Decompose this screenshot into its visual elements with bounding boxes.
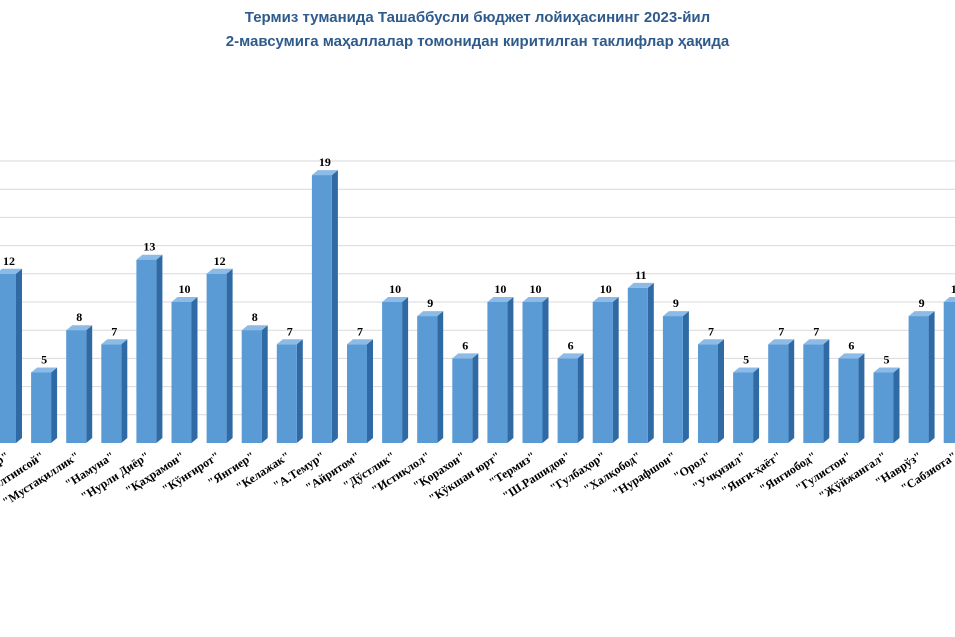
bar xyxy=(0,268,22,443)
value-label: 10 xyxy=(179,282,191,296)
chart-title: Термиз туманида Ташаббусли бюджет лойиҳа… xyxy=(244,9,711,26)
bar xyxy=(31,367,58,443)
value-label: 6 xyxy=(462,338,468,352)
value-label: 10 xyxy=(494,282,506,296)
bar xyxy=(838,353,865,443)
category-labels: Баҳор""Олтинсой""Мустақиллик""Намуна""Ну… xyxy=(0,449,955,509)
value-label: 10 xyxy=(951,282,955,296)
bar xyxy=(592,297,619,443)
value-label: 19 xyxy=(319,155,331,169)
bar xyxy=(557,353,584,443)
bar xyxy=(662,311,689,443)
bar xyxy=(873,367,900,443)
value-label: 9 xyxy=(427,296,433,310)
value-label: 13 xyxy=(143,240,155,254)
bar xyxy=(698,339,724,443)
bar xyxy=(908,311,935,443)
chart-subtitle: 2-мавсумига маҳаллалар томонидан киритил… xyxy=(225,33,730,50)
bar xyxy=(66,325,93,443)
value-label: 10 xyxy=(600,282,612,296)
bar xyxy=(136,254,163,443)
value-label: 9 xyxy=(919,296,925,310)
bar xyxy=(276,339,303,443)
value-labels: 12 5 8 7 13 10 12 8 7 19 7 10 9 6 10 10 6 10 11 9 7 5 7 7 6 5 9 10 xyxy=(3,155,955,366)
value-label: 12 xyxy=(214,254,226,268)
value-label: 10 xyxy=(389,282,401,296)
bar xyxy=(452,353,479,443)
value-label: 12 xyxy=(3,254,15,268)
value-label: 7 xyxy=(287,324,293,338)
bar xyxy=(206,268,233,443)
value-label: 7 xyxy=(778,324,784,338)
value-label: 7 xyxy=(357,324,363,338)
bar xyxy=(768,339,795,443)
bar xyxy=(943,297,955,443)
value-label: 6 xyxy=(848,338,854,352)
value-label: 11 xyxy=(635,268,646,282)
bar xyxy=(487,297,514,443)
bar xyxy=(803,339,830,443)
bars xyxy=(0,170,955,443)
bar xyxy=(241,325,268,443)
bar xyxy=(417,311,444,443)
value-label: 5 xyxy=(884,353,890,367)
bar xyxy=(171,297,198,443)
bar xyxy=(311,170,338,443)
value-label: 7 xyxy=(111,324,117,338)
bar xyxy=(347,339,373,443)
bar xyxy=(101,339,128,443)
value-label: 5 xyxy=(743,353,749,367)
value-label: 7 xyxy=(708,324,714,338)
bar xyxy=(382,297,409,443)
bar xyxy=(522,297,549,443)
value-label: 9 xyxy=(673,296,679,310)
value-label: 8 xyxy=(252,310,258,324)
value-label: 5 xyxy=(41,353,47,367)
value-label: 6 xyxy=(568,338,574,352)
bar xyxy=(627,282,654,443)
value-label: 7 xyxy=(813,324,819,338)
bar xyxy=(733,367,760,443)
value-label: 10 xyxy=(530,282,542,296)
value-label: 8 xyxy=(76,310,82,324)
